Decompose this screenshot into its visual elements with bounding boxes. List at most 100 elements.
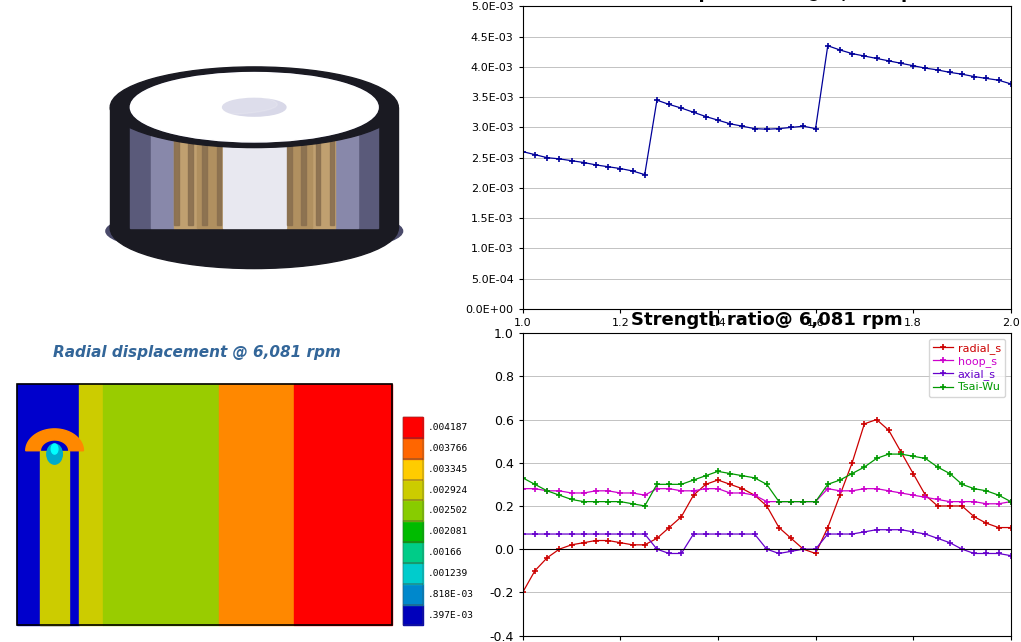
Tsai-Wu <box>919 455 931 462</box>
hoop_s <box>992 500 1005 508</box>
radial_s <box>699 480 712 488</box>
Tsai-Wu <box>834 476 846 484</box>
Tsai-Wu <box>980 487 992 495</box>
Tsai-Wu <box>675 480 687 488</box>
Tsai-Wu <box>724 470 736 478</box>
axial_s <box>882 526 894 534</box>
axial_s <box>687 530 699 538</box>
radial_s <box>627 541 639 549</box>
radial_s <box>578 539 590 546</box>
Tsai-Wu <box>736 472 748 480</box>
Tsai-Wu <box>590 498 602 505</box>
radial_s <box>859 420 871 428</box>
Polygon shape <box>403 605 423 625</box>
hoop_s <box>724 489 736 497</box>
radial_s <box>687 491 699 499</box>
axial_s <box>627 530 639 538</box>
Tsai-Wu <box>566 496 578 503</box>
Tsai-Wu <box>894 450 907 458</box>
axial_s <box>907 528 919 535</box>
hoop_s <box>590 487 602 495</box>
radial_s <box>638 541 650 549</box>
axial_s <box>650 545 663 553</box>
radial_s <box>785 535 797 542</box>
Tsai-Wu <box>553 491 566 499</box>
Tsai-Wu <box>1005 498 1017 505</box>
axial_s <box>968 550 980 557</box>
Line: axial_s: axial_s <box>520 526 1014 559</box>
radial_s <box>919 491 931 499</box>
axial_s <box>919 530 931 538</box>
Ellipse shape <box>174 85 335 130</box>
hoop_s <box>859 485 871 492</box>
Tsai-Wu <box>810 498 822 505</box>
Text: .397E-03: .397E-03 <box>428 611 474 620</box>
radial_s <box>541 554 553 562</box>
radial_s <box>761 502 773 510</box>
radial_s <box>907 470 919 478</box>
Tsai-Wu <box>663 480 675 488</box>
radial_s <box>566 541 578 549</box>
hoop_s <box>687 487 699 495</box>
Ellipse shape <box>51 444 58 454</box>
axial_s <box>578 530 590 538</box>
radial_s <box>968 513 980 521</box>
hoop_s <box>956 498 968 505</box>
Tsai-Wu <box>687 476 699 484</box>
Tsai-Wu <box>785 498 797 505</box>
axial_s <box>712 530 724 538</box>
Polygon shape <box>202 108 207 225</box>
Polygon shape <box>403 563 423 584</box>
Polygon shape <box>223 107 286 229</box>
hoop_s <box>699 485 712 492</box>
radial_s <box>822 524 834 532</box>
hoop_s <box>785 498 797 505</box>
Text: .818E-03: .818E-03 <box>428 590 474 599</box>
Tsai-Wu <box>650 480 663 488</box>
Tsai-Wu <box>968 485 980 492</box>
axial_s <box>748 530 761 538</box>
Tsai-Wu <box>797 498 810 505</box>
radial_s <box>615 539 627 546</box>
hoop_s <box>638 491 650 499</box>
Tsai-Wu <box>992 491 1005 499</box>
radial_s <box>810 550 822 557</box>
hoop_s <box>907 491 919 499</box>
radial_s <box>882 426 894 434</box>
Ellipse shape <box>131 73 378 142</box>
axial_s <box>724 530 736 538</box>
hoop_s <box>919 494 931 501</box>
Polygon shape <box>335 107 358 229</box>
radial_s <box>590 537 602 544</box>
Polygon shape <box>131 107 150 229</box>
radial_s <box>846 459 859 467</box>
radial_s <box>650 535 663 542</box>
axial_s <box>736 530 748 538</box>
Text: .003766: .003766 <box>428 444 469 453</box>
radial_s <box>871 415 883 423</box>
axial_s <box>553 530 566 538</box>
axial_s <box>529 530 541 538</box>
Polygon shape <box>403 521 423 542</box>
Polygon shape <box>330 108 334 225</box>
radial_s <box>602 537 615 544</box>
Polygon shape <box>26 429 84 451</box>
hoop_s <box>822 485 834 492</box>
hoop_s <box>882 487 894 495</box>
Tsai-Wu <box>712 467 724 475</box>
Polygon shape <box>188 108 193 225</box>
hoop_s <box>736 489 748 497</box>
Title: Radial displacement@ 6,081 rpm: Radial displacement@ 6,081 rpm <box>600 0 933 2</box>
axial_s <box>894 526 907 534</box>
radial_s <box>663 524 675 532</box>
Tsai-Wu <box>578 498 590 505</box>
Text: .00166: .00166 <box>428 548 463 557</box>
Text: .002924: .002924 <box>428 485 469 494</box>
axial_s <box>956 545 968 553</box>
axial_s <box>834 530 846 538</box>
hoop_s <box>748 491 761 499</box>
radial_s <box>894 448 907 456</box>
Text: .003345: .003345 <box>428 465 469 474</box>
Tsai-Wu <box>748 474 761 482</box>
radial_s <box>943 502 956 510</box>
